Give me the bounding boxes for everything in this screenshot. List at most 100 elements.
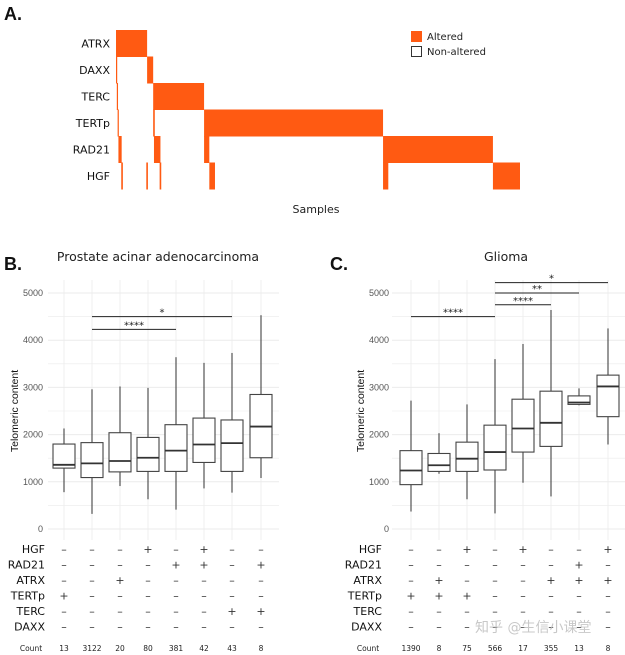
box-1 <box>52 428 76 493</box>
non-altered-mark: – <box>408 543 414 556</box>
y-tick-label: 3000 <box>23 382 43 392</box>
non-altered-mark: – <box>492 559 498 572</box>
box-iqr <box>399 450 423 486</box>
non-altered-mark: – <box>605 590 611 603</box>
non-altered-mark: – <box>145 621 151 634</box>
table-row-label-atrx: ATRX <box>353 574 382 587</box>
gene-label-daxx: DAXX <box>79 64 110 77</box>
altered-block-daxx <box>147 56 154 84</box>
non-altered-mark: – <box>61 605 67 618</box>
altered-mark: + <box>406 590 415 603</box>
non-altered-mark: – <box>145 559 151 572</box>
non-altered-mark: – <box>201 590 207 603</box>
y-tick-label: 4000 <box>23 335 43 345</box>
non-altered-mark: – <box>145 590 151 603</box>
non-altered-mark: – <box>520 559 526 572</box>
gene-label-tertp: TERTp <box>75 117 110 130</box>
box-8 <box>596 328 620 445</box>
y-tick-label: 5000 <box>23 288 43 298</box>
altered-mark: + <box>518 543 527 556</box>
table-row-label-daxx: DAXX <box>351 621 382 634</box>
y-tick-label: 2000 <box>369 430 389 440</box>
count-label: Count <box>20 644 42 653</box>
non-altered-mark: – <box>89 574 95 587</box>
legend-altered-swatch <box>411 31 422 42</box>
non-altered-mark: – <box>229 559 235 572</box>
count-value: 43 <box>227 644 237 653</box>
box-iqr <box>220 419 244 472</box>
non-altered-mark: – <box>548 605 554 618</box>
gene-label-rad21: RAD21 <box>73 143 110 156</box>
non-altered-mark: – <box>576 590 582 603</box>
legend-nonaltered-label: Non-altered <box>427 47 486 58</box>
gene-label-atrx: ATRX <box>81 37 110 50</box>
box-3 <box>455 404 479 500</box>
altered-block-rad21 <box>118 136 122 163</box>
box-iqr <box>567 395 591 405</box>
count-value: 8 <box>259 644 264 653</box>
non-altered-mark: – <box>464 559 470 572</box>
altered-mark: + <box>462 543 471 556</box>
count-value: 80 <box>143 644 153 653</box>
non-altered-mark: – <box>436 621 442 634</box>
gene-labels: ATRX DAXX TERC TERTp RAD21 HGF <box>73 37 111 183</box>
non-altered-mark: – <box>605 559 611 572</box>
non-altered-mark: – <box>145 605 151 618</box>
non-altered-mark: – <box>229 543 235 556</box>
count-value: 75 <box>462 644 472 653</box>
altered-block-hgf <box>209 162 215 190</box>
non-altered-mark: – <box>408 621 414 634</box>
box-5 <box>511 343 535 483</box>
significance-label: **** <box>124 320 144 331</box>
non-altered-mark: – <box>89 590 95 603</box>
altered-block-rad21 <box>204 136 210 163</box>
count-value: 355 <box>544 644 559 653</box>
non-altered-mark: – <box>548 590 554 603</box>
table-row-label-tertp: TERTp <box>10 590 45 603</box>
non-altered-mark: – <box>61 621 67 634</box>
table-row-label-tertp: TERTp <box>347 590 382 603</box>
non-altered-mark: – <box>548 543 554 556</box>
count-value: 3122 <box>82 644 101 653</box>
box-8 <box>249 315 273 479</box>
non-altered-mark: – <box>89 543 95 556</box>
non-altered-mark: – <box>492 590 498 603</box>
box-7 <box>567 388 591 406</box>
legend: Altered Non-altered <box>411 31 486 58</box>
box-iqr <box>192 417 216 463</box>
y-tick-label: 4000 <box>369 335 389 345</box>
altered-block-hgf <box>159 162 162 190</box>
table-row-label-hgf: HGF <box>359 543 382 556</box>
non-altered-mark: – <box>229 621 235 634</box>
box-iqr <box>164 424 188 472</box>
count-value: 20 <box>115 644 125 653</box>
panel-a-letter: A. <box>4 4 22 24</box>
count-value: 8 <box>437 644 442 653</box>
non-altered-mark: – <box>61 559 67 572</box>
non-altered-mark: – <box>117 559 123 572</box>
non-altered-mark: – <box>436 559 442 572</box>
box-2 <box>80 389 104 514</box>
panel-b-title: Prostate acinar adenocarcinoma <box>57 249 259 264</box>
significance-label: * <box>160 308 165 319</box>
significance-label: * <box>549 274 554 285</box>
non-altered-mark: – <box>548 621 554 634</box>
count-value: 566 <box>488 644 503 653</box>
altered-mark: + <box>603 574 612 587</box>
non-altered-mark: – <box>258 590 264 603</box>
box-6 <box>192 362 216 489</box>
altered-mark: + <box>256 605 265 618</box>
count-value: 13 <box>59 644 69 653</box>
non-altered-mark: – <box>173 605 179 618</box>
non-altered-mark: – <box>201 574 207 587</box>
panel-b-letter: B. <box>4 254 22 274</box>
panel-b-boxplot: B. Prostate acinar adenocarcinoma 0 1000 2… <box>4 249 279 653</box>
non-altered-mark: – <box>464 605 470 618</box>
non-altered-mark: – <box>605 605 611 618</box>
box-iqr <box>136 436 160 472</box>
altered-block-hgf <box>492 162 520 190</box>
non-altered-mark: – <box>89 559 95 572</box>
altered-block-rad21 <box>383 136 493 163</box>
